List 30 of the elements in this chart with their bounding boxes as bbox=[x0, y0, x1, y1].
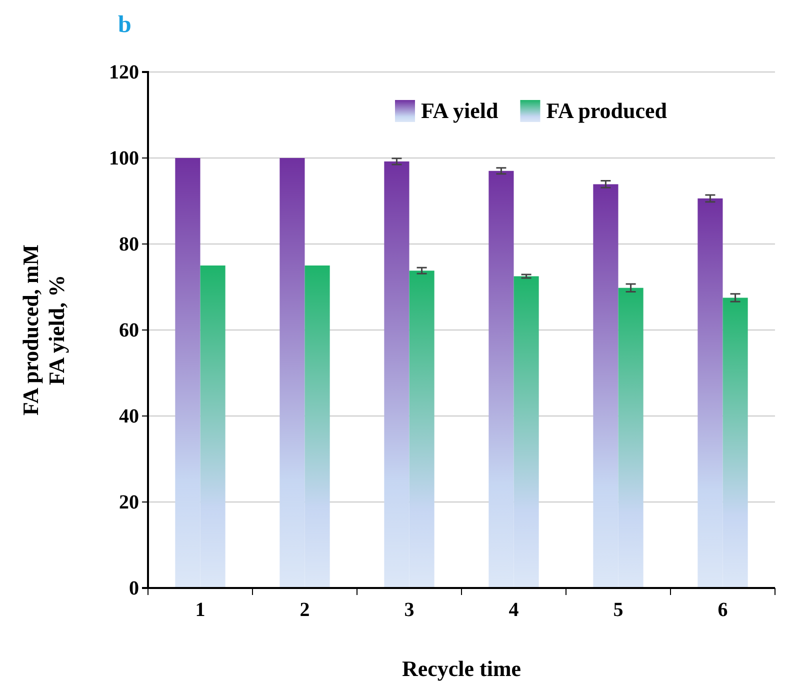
text: b bbox=[118, 12, 132, 38]
y-tick-label: 60 bbox=[119, 319, 139, 342]
bar bbox=[175, 158, 200, 588]
x-tick-label: 6 bbox=[718, 599, 728, 622]
bar bbox=[200, 266, 226, 588]
bar bbox=[593, 184, 618, 588]
x-tick-label: 1 bbox=[195, 599, 206, 622]
bar bbox=[384, 161, 410, 588]
x-tick-label: 2 bbox=[300, 599, 310, 622]
bar bbox=[618, 288, 644, 588]
legend-label: FA yield bbox=[421, 98, 498, 123]
y-axis-title: FA produced, mM FA yield, % bbox=[18, 244, 69, 416]
x-tick-label: 5 bbox=[613, 599, 624, 622]
y-tick-label: 20 bbox=[119, 491, 139, 514]
x-axis-title: Recycle time bbox=[402, 656, 522, 681]
y-tick-label: 120 bbox=[109, 61, 139, 84]
bar bbox=[280, 158, 305, 588]
bar bbox=[488, 170, 514, 588]
x-tick-label: 3 bbox=[404, 599, 414, 622]
bar bbox=[514, 276, 539, 588]
bar bbox=[698, 198, 723, 588]
bar bbox=[722, 298, 748, 588]
y-tick-label: 100 bbox=[109, 147, 139, 170]
y-tick-label: 0 bbox=[129, 577, 139, 600]
y-tick-label: 80 bbox=[119, 233, 139, 256]
legend-label: FA produced bbox=[546, 98, 668, 123]
y-tick-label: 40 bbox=[119, 405, 139, 428]
bar bbox=[409, 270, 434, 588]
x-tick-label: 4 bbox=[508, 599, 519, 622]
bar bbox=[304, 266, 330, 588]
